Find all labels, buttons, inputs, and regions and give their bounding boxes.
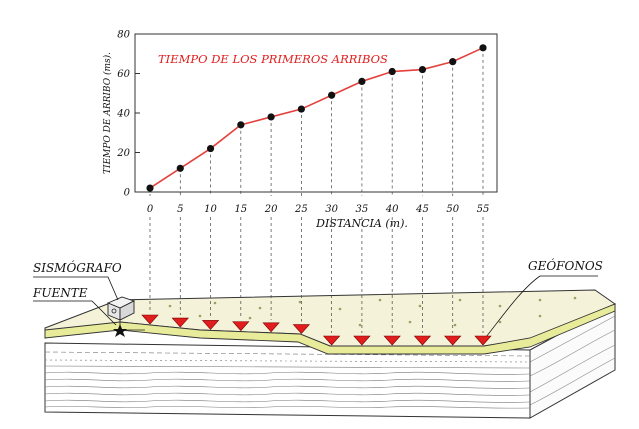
geophone-icon	[383, 335, 401, 346]
chart-title: TIEMPO DE LOS PRIMEROS ARRIBOS	[158, 52, 388, 66]
y-tick-label: 60	[117, 69, 130, 80]
geophones-leader	[481, 275, 598, 343]
data-point	[418, 65, 427, 74]
geophone-icon	[413, 335, 432, 346]
geophone-icon	[232, 321, 250, 332]
front-face-strata	[44, 351, 531, 409]
data-point	[237, 121, 245, 129]
geophone-icon	[353, 335, 371, 346]
data-point	[358, 77, 366, 85]
source-leader	[33, 300, 117, 326]
series-line	[149, 47, 484, 189]
geophone-icon	[141, 314, 159, 325]
geophone-icon	[322, 335, 341, 346]
seismograph-device	[106, 296, 145, 331]
geophone-icon	[201, 320, 220, 330]
data-point	[297, 105, 305, 113]
y-tick-label: 80	[117, 30, 130, 41]
y-tick-label: 0	[124, 188, 131, 199]
data-point	[267, 113, 275, 121]
data-point	[176, 164, 184, 172]
geophones-label: GEÓFONOS	[528, 257, 603, 273]
data-point	[479, 44, 487, 52]
topsoil-layer	[44, 303, 616, 355]
x-tick-label: 45	[415, 204, 429, 215]
geophone-icon	[262, 322, 280, 333]
geophone-icon	[171, 317, 189, 328]
y-ticks: 0 20 40 60 80	[116, 30, 140, 199]
x-tick-label: 20	[264, 204, 278, 215]
ground-block	[44, 289, 617, 419]
geophones	[141, 314, 492, 346]
data-point	[206, 144, 215, 153]
data-point	[328, 91, 336, 99]
y-axis-label: TIEMPO DE ARRIBO (ms).	[102, 52, 113, 174]
x-tick-label: 40	[385, 204, 399, 215]
source-star-icon	[113, 324, 127, 337]
x-tick-label: 0	[147, 204, 154, 215]
data-point	[146, 184, 154, 192]
vegetation-marks	[168, 296, 577, 327]
geophone-icon	[474, 335, 492, 346]
x-tick-label: 30	[325, 204, 338, 215]
seismograph-label: SISMÓGRAFO	[33, 259, 122, 275]
x-tick-label: 15	[234, 204, 247, 215]
drop-lines	[149, 47, 484, 333]
geophone-icon	[444, 335, 462, 346]
y-tick-label: 20	[116, 148, 130, 159]
seismograph-leader	[33, 276, 119, 301]
data-markers	[146, 44, 487, 192]
y-tick-label: 40	[116, 109, 130, 120]
x-tick-label: 10	[204, 204, 217, 215]
x-tick-label: 25	[294, 204, 308, 215]
x-tick-label: 35	[356, 204, 369, 215]
source-label: FUENTE	[32, 286, 88, 300]
x-axis-label: DISTANCIA (m).	[315, 217, 408, 230]
side-face-strata	[529, 315, 616, 406]
first-arrival-chart: TIEMPO DE LOS PRIMEROS ARRIBOS TIEMPO DE…	[102, 30, 498, 333]
data-point	[449, 58, 457, 66]
x-tick-label: 50	[446, 204, 459, 215]
data-point	[388, 67, 396, 76]
geophone-icon	[292, 324, 311, 334]
x-tick-label: 5	[177, 204, 183, 215]
x-ticks: 0 5 10 15 20 25 30 35 40 45 50 55	[147, 204, 490, 215]
x-tick-label: 55	[477, 204, 490, 215]
